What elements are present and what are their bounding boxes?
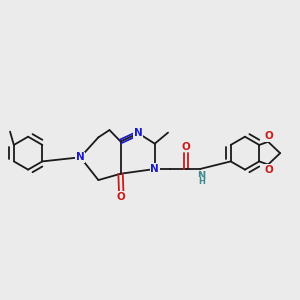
Text: N: N — [76, 152, 85, 162]
Text: H: H — [198, 177, 205, 186]
Text: N: N — [197, 171, 205, 181]
Text: N: N — [150, 164, 159, 174]
Text: N: N — [134, 128, 143, 138]
Text: O: O — [264, 165, 273, 175]
Text: O: O — [182, 142, 190, 152]
Text: O: O — [264, 131, 273, 141]
Text: O: O — [117, 192, 126, 202]
